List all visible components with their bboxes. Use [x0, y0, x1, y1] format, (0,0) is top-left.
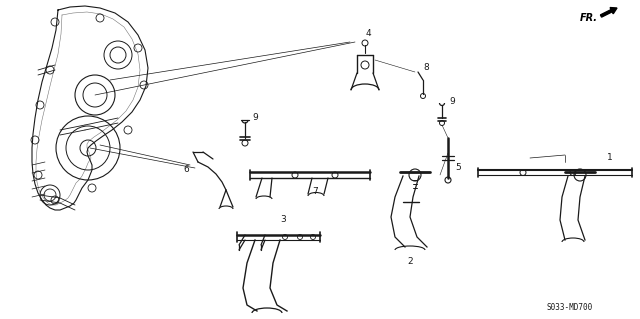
Text: 4: 4	[365, 28, 371, 38]
Text: 9: 9	[449, 98, 455, 107]
Text: 1: 1	[607, 153, 613, 162]
Text: 7: 7	[312, 188, 318, 197]
Text: FR.: FR.	[580, 13, 598, 23]
FancyArrow shape	[600, 8, 617, 17]
Polygon shape	[32, 6, 148, 210]
Text: 5: 5	[455, 164, 461, 173]
Text: 9: 9	[252, 114, 258, 122]
Text: S033-MD700: S033-MD700	[547, 303, 593, 313]
Text: 3: 3	[280, 214, 286, 224]
Text: 6: 6	[183, 166, 189, 174]
Text: 8: 8	[423, 63, 429, 71]
Text: 2: 2	[407, 257, 413, 266]
